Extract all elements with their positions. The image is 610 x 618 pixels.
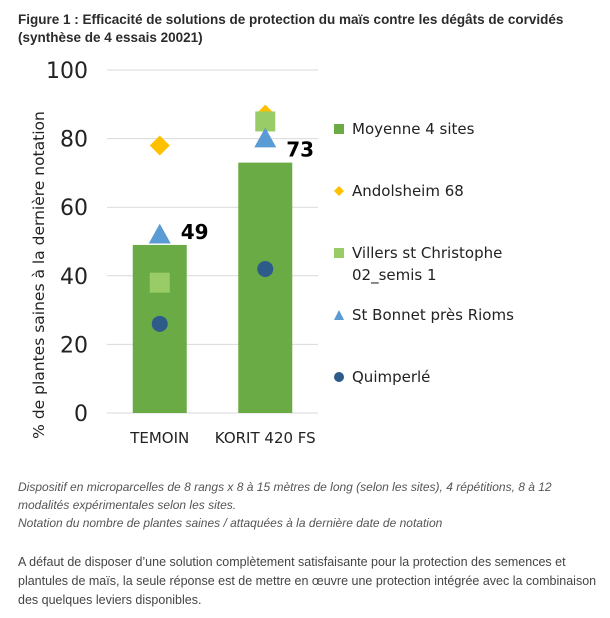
body-paragraph-block: A défaut de disposer d’une solution comp… (18, 553, 603, 610)
figure-caption: Dispositif en microparcelles de 8 rangs … (18, 478, 603, 532)
legend-label: Villers st Christophe 02_semis 1 (352, 244, 503, 284)
x-axis-ticks: TEMOIN KORIT 420 FS (129, 429, 315, 447)
legend-item: Villers st Christophe 02_semis 1 (330, 242, 522, 286)
y-tick-label: 100 (46, 59, 88, 84)
legend-item: Moyenne 4 sites (330, 118, 522, 140)
legend-label: Quimperlé (352, 368, 431, 386)
point-triangle (254, 127, 277, 148)
legend-marker-square (330, 242, 348, 264)
legend-marker-diamond (330, 180, 348, 202)
y-tick-label: 0 (74, 402, 88, 427)
point-square (149, 272, 170, 293)
chart-points (148, 104, 277, 332)
figure-title: Figure 1 : Efficacité de solutions de pr… (18, 12, 564, 45)
legend-label: St Bonnet près Rioms (352, 306, 514, 324)
point-triangle (148, 223, 171, 244)
legend-label: Andolsheim 68 (352, 182, 464, 200)
bar (238, 162, 293, 413)
point-square (255, 111, 276, 132)
body-paragraph: A défaut de disposer d’une solution comp… (18, 555, 597, 607)
y-tick-label: 60 (60, 196, 88, 221)
chart-bars (132, 162, 293, 413)
x-tick-label: TEMOIN (129, 429, 189, 447)
y-axis-ticks: 0 20 40 60 80 100 (46, 59, 88, 427)
legend-label: Moyenne 4 sites (352, 120, 475, 138)
legend-marker-triangle (330, 304, 348, 326)
legend-marker-bar (330, 118, 348, 140)
caption-line-1: Dispositif en microparcelles de 8 rangs … (18, 480, 552, 512)
x-tick-label: KORIT 420 FS (215, 429, 316, 447)
point-diamond (149, 135, 170, 156)
bar-data-labels: 49 73 (181, 138, 314, 244)
legend-item: Andolsheim 68 (330, 180, 522, 202)
legend-item: St Bonnet près Rioms (330, 304, 522, 326)
bar-data-label: 49 (181, 220, 209, 244)
y-axis-label: % de plantes saines à la dernière notati… (30, 111, 48, 439)
legend-marker-circle (330, 366, 348, 388)
chart: 0 20 40 60 80 100 49 73 TEMOIN KORIT 420 FS % d… (30, 59, 318, 447)
y-tick-label: 40 (60, 265, 88, 290)
caption-line-2: Notation du nombre de plantes saines / a… (18, 516, 443, 530)
legend-item: Quimperlé (330, 366, 522, 388)
point-circle (151, 315, 168, 332)
y-tick-label: 80 (60, 128, 88, 153)
y-tick-label: 20 (60, 333, 88, 358)
point-circle (257, 260, 274, 277)
bar-data-label: 73 (286, 138, 314, 162)
